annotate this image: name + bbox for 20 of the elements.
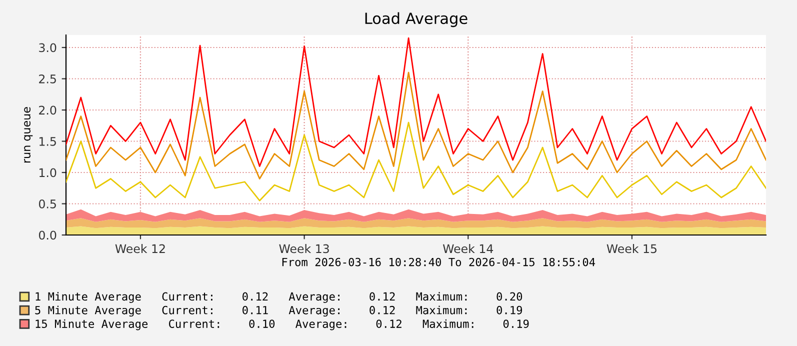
x-tick-label: Week 14 [442,244,494,254]
text: From 2026-03-16 10:28:40 To 2026-04-15 18:55:04 [282,258,596,266]
y-tick-label: 1.5 [39,137,56,146]
y-tick-label: 0.5 [38,199,56,208]
x-tick-label: Week 12 [115,244,165,254]
y-tick-label: 2.5 [39,74,56,84]
x-tick-label: Week 15 [606,244,656,254]
line-series [66,72,766,180]
y-tick-label: 0.0 [38,230,56,240]
x-tick-label: Week 13 [279,244,329,254]
line-series [66,37,766,167]
legend-label: 1 Minute Average Current: 0.12 Average: 0.12 Maximum: 0.20 [36,292,522,303]
y-tick-label: 3.0 [39,43,56,52]
y-tick-label: 2.0 [39,106,56,115]
legend-label: 5 Minute Average Current: 0.11 Average: 0.12 Maximum: 0.19 [35,306,522,317]
y-tick-label: 1.0 [39,168,56,178]
legend-label: 15 Minute Average Current: 0.10 Average: 0.12 Maximum: 0.19 [36,319,529,330]
chart-title: Load Average [365,12,468,28]
line-series [66,122,766,202]
y-axis-title: run queue [24,107,33,162]
